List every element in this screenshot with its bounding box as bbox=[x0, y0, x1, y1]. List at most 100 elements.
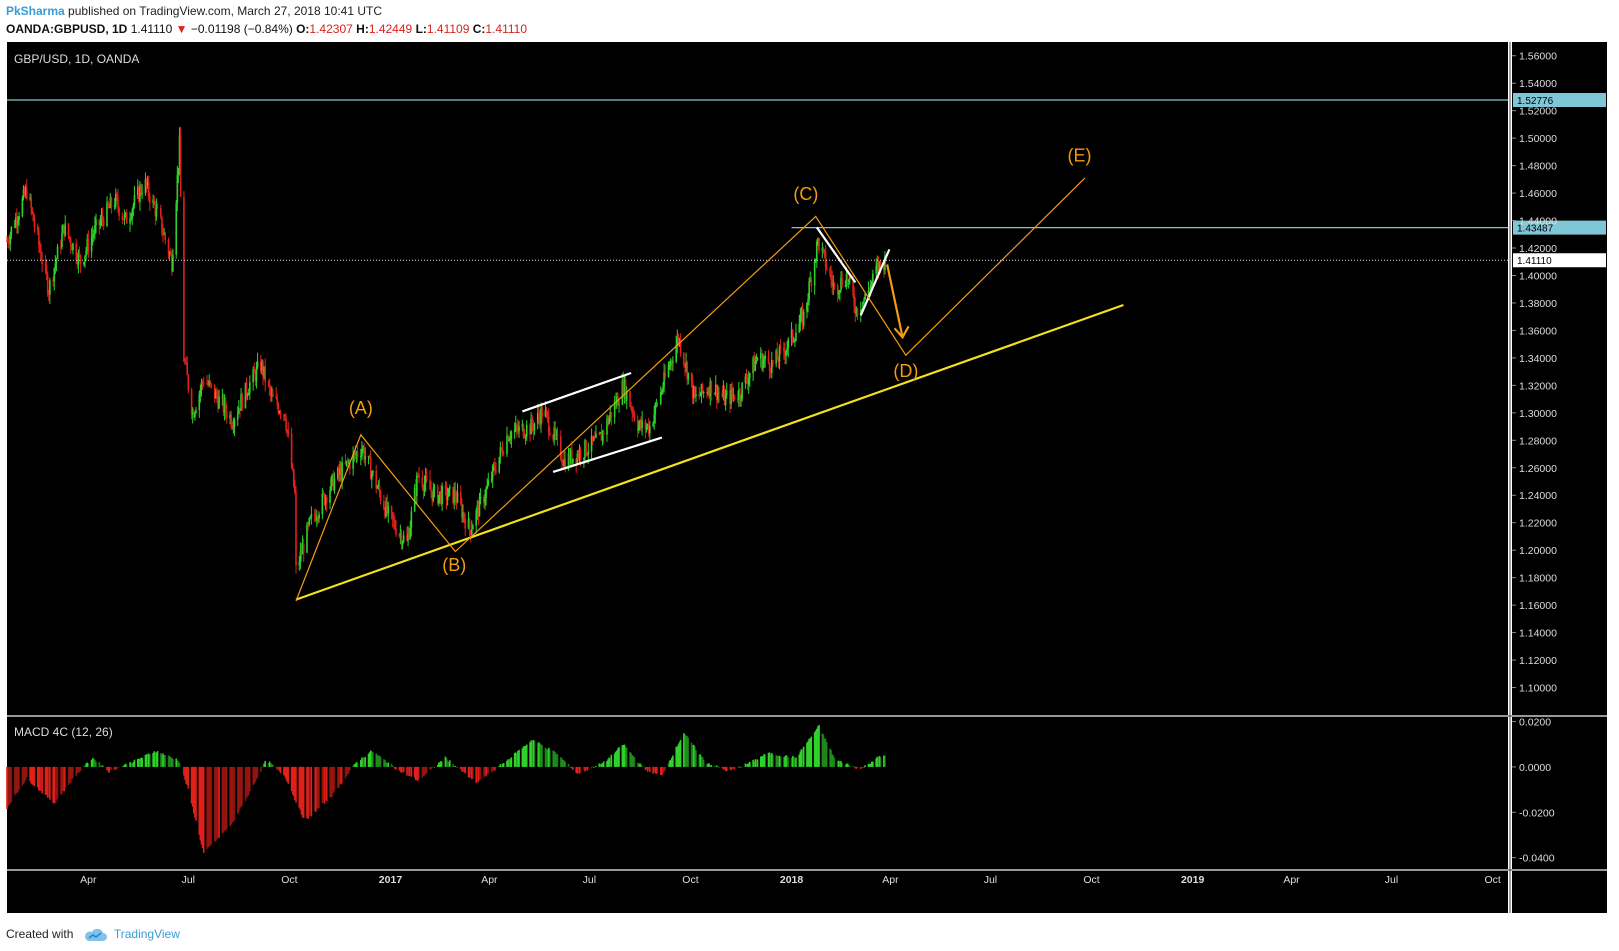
author-link[interactable]: PkSharma bbox=[6, 4, 65, 18]
macd-bar bbox=[486, 766, 488, 774]
candle-body bbox=[610, 412, 613, 418]
macd-bar bbox=[164, 755, 167, 767]
macd-bar bbox=[53, 766, 56, 804]
candle-body bbox=[95, 219, 97, 226]
price-tick-label: 1.20000 bbox=[1519, 545, 1557, 557]
candle-body bbox=[408, 533, 410, 539]
macd-histogram-group bbox=[6, 724, 886, 853]
candle-body bbox=[49, 280, 51, 295]
candle-body bbox=[556, 434, 559, 437]
candle-body bbox=[555, 434, 558, 436]
candle-body bbox=[821, 248, 824, 251]
candle-body bbox=[877, 262, 880, 271]
tradingview-cloud-icon bbox=[84, 928, 107, 941]
macd-bar bbox=[118, 766, 120, 768]
candle-body bbox=[768, 363, 771, 372]
candle-body bbox=[456, 492, 459, 503]
macd-bar bbox=[514, 752, 517, 767]
candle-body bbox=[731, 389, 734, 396]
macd-bar bbox=[678, 742, 681, 767]
macd-bar bbox=[653, 766, 656, 772]
candle-body bbox=[708, 391, 710, 397]
candle-body bbox=[761, 353, 763, 369]
candle-body bbox=[638, 426, 640, 432]
macd-bar bbox=[108, 766, 110, 773]
candle-body bbox=[341, 462, 343, 480]
candle-body bbox=[253, 369, 256, 373]
candle-body bbox=[713, 393, 716, 395]
macd-bar bbox=[739, 766, 741, 769]
candle-body bbox=[549, 432, 551, 436]
macd-bar bbox=[710, 765, 713, 767]
macd-bar bbox=[300, 766, 303, 815]
candle-body bbox=[362, 447, 364, 450]
macd-bar bbox=[94, 759, 96, 767]
candle-body bbox=[77, 252, 80, 265]
macd-bar bbox=[378, 755, 381, 767]
candle-body bbox=[841, 277, 843, 287]
candle-body bbox=[883, 264, 885, 270]
macd-bar bbox=[408, 766, 410, 776]
macd-bar bbox=[641, 765, 643, 767]
candle-body bbox=[746, 381, 749, 385]
candle-body bbox=[379, 492, 382, 501]
macd-bar bbox=[76, 766, 79, 774]
chart-canvas[interactable]: 1.52776 1.43487 1.41110 (A) (B) (C) (D) (E) GBP/… bbox=[0, 42, 1619, 923]
macd-bar bbox=[601, 763, 604, 767]
macd-bar bbox=[84, 766, 86, 768]
macd-bar bbox=[491, 766, 494, 772]
arrow-head-icon bbox=[893, 325, 910, 340]
candle-body bbox=[307, 524, 309, 526]
candle-body bbox=[145, 179, 148, 186]
macd-bar bbox=[45, 766, 48, 795]
candle-body bbox=[836, 285, 839, 295]
candle-body bbox=[38, 231, 40, 245]
tradingview-link[interactable]: TradingView bbox=[113, 927, 180, 941]
candle-body bbox=[190, 390, 193, 415]
candle-body bbox=[676, 336, 679, 346]
macd-bar bbox=[529, 742, 531, 767]
macd-bar bbox=[399, 766, 402, 772]
price-tick-label: 1.40000 bbox=[1519, 270, 1557, 282]
candle-body bbox=[46, 274, 49, 294]
candle-body bbox=[492, 465, 495, 467]
macd-bar bbox=[260, 766, 262, 773]
candle-body bbox=[278, 412, 281, 414]
candle-body bbox=[846, 273, 849, 283]
candle-body bbox=[772, 360, 774, 364]
macd-bar bbox=[578, 766, 581, 774]
candle-body bbox=[224, 400, 227, 412]
candle-body bbox=[241, 394, 243, 409]
candle-body bbox=[260, 361, 262, 372]
candle-body bbox=[710, 380, 713, 394]
candle-body bbox=[706, 391, 708, 394]
macd-bar bbox=[229, 766, 231, 827]
macd-bar bbox=[401, 766, 404, 772]
candle-body bbox=[138, 187, 140, 202]
candle-body bbox=[233, 419, 236, 427]
macd-bar bbox=[802, 746, 805, 767]
macd-bar bbox=[17, 766, 19, 793]
macd-bar bbox=[541, 744, 543, 767]
macd-bar bbox=[752, 759, 754, 767]
candle-body bbox=[75, 243, 78, 261]
candle-body bbox=[816, 241, 818, 260]
candle-body bbox=[83, 262, 85, 265]
macd-bar bbox=[833, 757, 836, 767]
macd-bar bbox=[439, 762, 441, 767]
price-tick-label: 1.36000 bbox=[1519, 325, 1557, 337]
price-tick-label: 1.46000 bbox=[1519, 188, 1557, 200]
macd-bar bbox=[492, 766, 495, 771]
candle-body bbox=[269, 388, 272, 395]
macd-bar bbox=[85, 763, 87, 767]
candle-body bbox=[725, 391, 728, 395]
macd-bar bbox=[295, 766, 297, 803]
candle-body bbox=[431, 491, 434, 501]
macd-bar bbox=[784, 756, 786, 767]
candle-body bbox=[268, 383, 271, 389]
candle-body bbox=[501, 449, 504, 455]
candle-body bbox=[355, 452, 358, 455]
macd-bar bbox=[731, 766, 734, 770]
macd-bar bbox=[499, 764, 502, 767]
macd-bar bbox=[686, 736, 688, 767]
